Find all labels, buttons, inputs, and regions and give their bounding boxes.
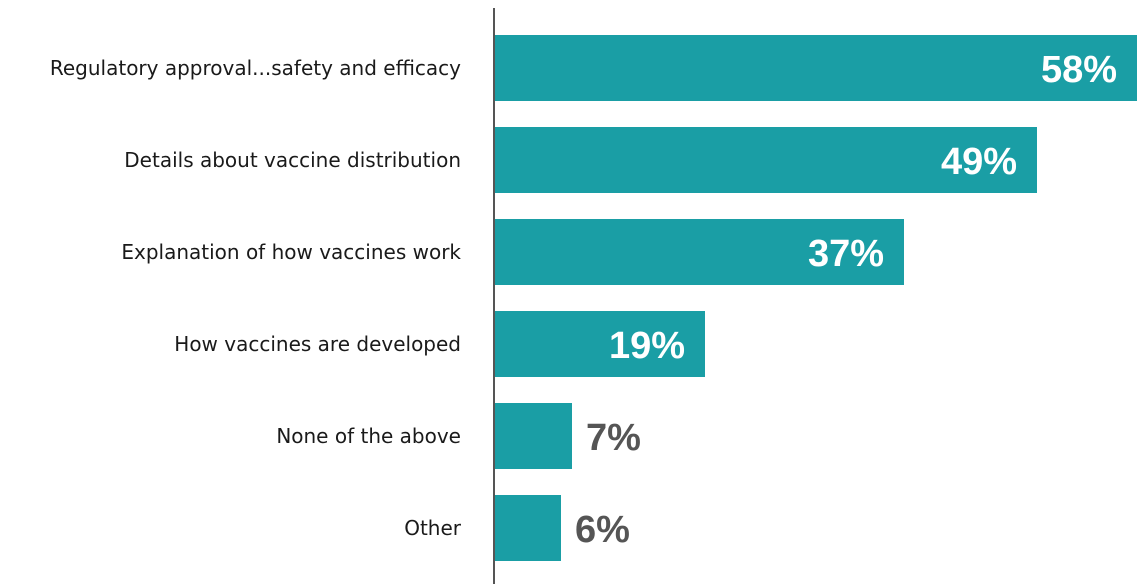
- category-label-0: Regulatory approval...safety and efficac…: [50, 56, 461, 80]
- category-label-4: None of the above: [276, 424, 461, 448]
- bar-0: [494, 35, 1137, 101]
- bar-4: [494, 403, 572, 469]
- bar-2: [494, 219, 904, 285]
- category-label-1: Details about vaccine distribution: [124, 148, 461, 172]
- value-label-5: 6%: [575, 509, 630, 551]
- bar-1: [494, 127, 1037, 193]
- value-label-3: 19%: [609, 325, 685, 367]
- category-labels-group: Regulatory approval...safety and efficac…: [50, 56, 462, 540]
- category-label-2: Explanation of how vaccines work: [121, 240, 461, 264]
- value-label-0: 58%: [1041, 49, 1117, 91]
- category-label-5: Other: [404, 516, 462, 540]
- value-labels-group: 58% 49% 37% 19% 7% 6%: [575, 49, 1117, 551]
- bars-group: [494, 35, 1137, 561]
- value-label-4: 7%: [586, 417, 641, 459]
- value-label-1: 49%: [941, 141, 1017, 183]
- bar-5: [494, 495, 561, 561]
- category-label-3: How vaccines are developed: [174, 332, 461, 356]
- bar-3: [494, 311, 705, 377]
- value-label-2: 37%: [808, 233, 884, 275]
